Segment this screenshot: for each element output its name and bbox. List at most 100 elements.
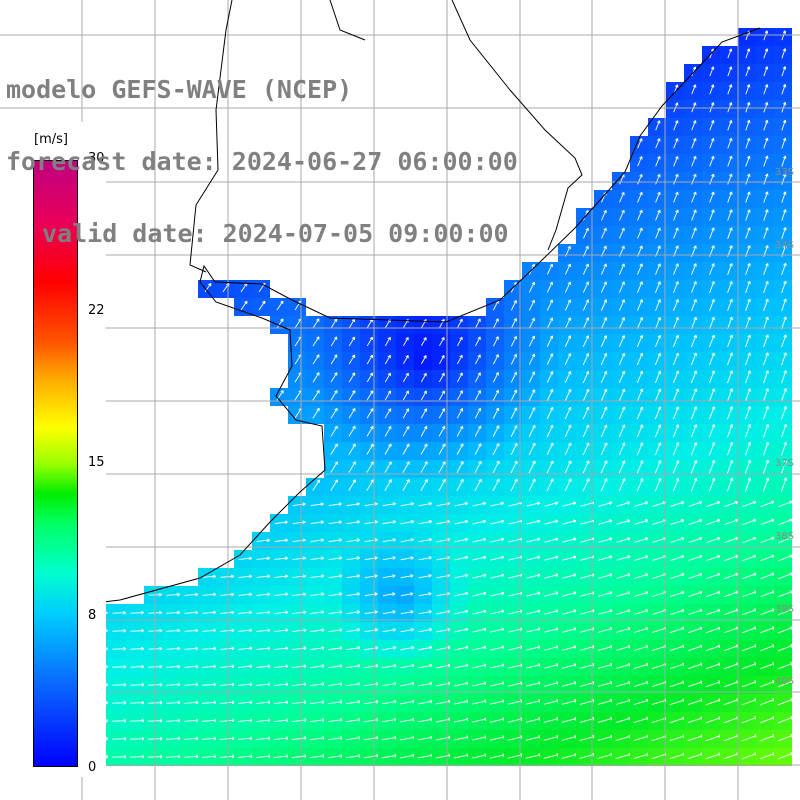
wind-arrow <box>330 354 338 365</box>
wind-arrow <box>673 138 679 149</box>
wind-arrow <box>777 734 794 742</box>
wind-arrow <box>673 299 679 311</box>
wind-arrow <box>744 424 752 438</box>
wind-arrow <box>256 646 271 651</box>
wind-arrow <box>709 298 715 312</box>
wind-arrow <box>366 479 374 491</box>
wind-arrow <box>777 698 794 706</box>
wind-arrow <box>600 406 608 420</box>
wind-arrow <box>688 536 703 543</box>
wind-arrow <box>745 370 751 384</box>
wind-arrow <box>438 461 446 473</box>
wind-arrow <box>781 441 788 456</box>
wind-arrow <box>745 388 751 402</box>
wind-arrow <box>763 155 769 167</box>
wind-arrow <box>709 155 715 167</box>
wind-arrow <box>546 263 553 275</box>
wind-arrow <box>781 423 787 438</box>
wind-arrow <box>670 519 685 525</box>
wind-arrow <box>600 281 607 293</box>
wind-arrow <box>781 119 787 131</box>
wind-arrow <box>384 336 391 347</box>
wind-arrow <box>673 191 679 203</box>
wind-arrow <box>655 173 661 185</box>
wind-arrow <box>564 478 572 492</box>
wind-arrow <box>673 316 679 330</box>
wind-arrow <box>654 388 662 402</box>
wind-arrow <box>619 191 625 203</box>
wind-arrow <box>727 334 733 348</box>
wind-arrow <box>582 317 590 329</box>
wind-arrow <box>328 556 343 561</box>
wind-arrow <box>727 263 733 275</box>
wind-arrow <box>745 406 752 420</box>
wind-arrow <box>384 425 392 437</box>
wind-arrow <box>781 352 787 366</box>
wind-arrow <box>655 120 661 131</box>
wind-arrow <box>328 610 343 615</box>
wind-arrow <box>781 155 787 167</box>
wind-arrow <box>673 155 679 167</box>
wind-arrow <box>672 352 680 366</box>
wind-arrow <box>130 664 145 669</box>
wind-arrow <box>564 388 572 402</box>
wind-arrow <box>184 628 199 633</box>
wind-arrow <box>384 354 391 365</box>
wind-arrow <box>777 590 794 598</box>
wind-arrow <box>382 574 396 579</box>
wind-arrow <box>670 501 685 507</box>
wind-arrow <box>474 354 481 365</box>
wind-arrow <box>510 318 517 329</box>
border-west <box>189 0 233 273</box>
wind-arrow <box>636 406 644 420</box>
wind-arrow <box>400 574 414 579</box>
wind-arrow <box>727 209 733 221</box>
wind-arrow <box>528 371 536 383</box>
wind-arrow <box>238 556 252 561</box>
wind-arrow <box>400 610 414 615</box>
wind-arrow <box>366 336 373 347</box>
wind-arrow <box>346 628 361 633</box>
wind-arrow <box>112 646 127 651</box>
wind-arrow <box>654 370 662 384</box>
wind-arrow <box>742 536 757 544</box>
wind-arrow <box>634 501 649 507</box>
wind-arrow <box>438 478 446 492</box>
lat-label-33s: 33S <box>774 167 794 178</box>
wind-arrow <box>528 281 535 293</box>
wind-arrow <box>418 519 433 525</box>
wind-arrow <box>673 102 679 113</box>
wind-arrow <box>709 137 715 149</box>
wind-arrow <box>745 352 751 366</box>
wind-arrow <box>330 443 338 455</box>
wind-arrow <box>637 281 643 293</box>
wind-arrow <box>220 646 235 651</box>
wind-arrow <box>601 227 607 239</box>
wind-arrow <box>582 388 590 402</box>
wind-arrow <box>510 371 518 383</box>
wind-arrow <box>672 334 679 348</box>
wind-arrow <box>492 443 500 455</box>
wind-arrow <box>708 388 716 402</box>
wind-arrow <box>691 299 697 311</box>
wind-arrow <box>763 173 769 185</box>
wind-arrow <box>184 664 199 669</box>
wind-arrow <box>310 574 325 579</box>
wind-arrow <box>709 281 715 293</box>
wind-arrow <box>709 209 715 221</box>
wind-arrow <box>474 425 482 437</box>
wind-arrow <box>402 479 410 492</box>
wind-arrow <box>220 628 235 633</box>
wind-arrow <box>562 519 577 525</box>
wind-arrow <box>727 227 733 239</box>
wind-arrow <box>636 442 644 456</box>
wind-arrow <box>727 298 733 312</box>
wind-arrow <box>400 592 414 597</box>
wind-arrow <box>600 424 608 438</box>
wind-arrow <box>256 556 271 561</box>
wind-arrow <box>781 316 787 330</box>
wind-arrow <box>618 370 626 384</box>
wind-arrow <box>709 66 715 77</box>
wind-arrow <box>492 336 499 347</box>
wind-arrow <box>670 537 685 543</box>
